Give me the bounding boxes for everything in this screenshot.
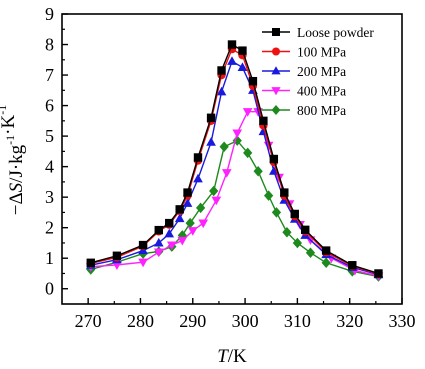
data-point — [248, 76, 258, 86]
data-point — [237, 62, 248, 71]
data-point — [290, 209, 299, 219]
data-point — [227, 40, 237, 49]
y-axis-label: −ΔS/J·kg-1·K-1 — [0, 105, 27, 216]
data-point — [138, 258, 148, 268]
data-point — [193, 153, 203, 162]
axis-ticks: 270 280 290 300 310 320 330 0 1 2 3 4 5 6 7 8 9 — [45, 4, 416, 331]
legend-marker — [272, 47, 280, 56]
data-point — [269, 166, 279, 175]
y-tick-label: 3 — [45, 187, 54, 207]
data-point — [182, 198, 193, 207]
data-point — [232, 129, 243, 139]
data-point — [187, 227, 198, 236]
data-point — [243, 147, 253, 159]
data-point — [321, 246, 331, 255]
data-point — [154, 225, 163, 235]
y-tick-label: 8 — [45, 35, 54, 55]
data-point — [263, 190, 274, 201]
legend-label: 800 MPa — [297, 103, 346, 118]
data-point — [232, 135, 242, 146]
data-point — [174, 213, 185, 223]
legend-label: Loose powder — [297, 25, 374, 40]
data-point — [238, 46, 247, 55]
data-point — [193, 173, 203, 183]
x-tick-label: 300 — [232, 311, 259, 331]
data-point — [321, 257, 331, 269]
data-point — [195, 202, 206, 214]
data-point — [153, 248, 164, 258]
y-tick-label: 9 — [45, 4, 54, 24]
data-point — [198, 219, 209, 229]
legend-item: 400 MPa — [262, 84, 346, 99]
legend-item: 200 MPa — [262, 64, 346, 79]
legend-label: 100 MPa — [297, 45, 346, 60]
data-point — [280, 188, 289, 197]
series-layer — [85, 40, 384, 282]
data-point — [112, 251, 122, 260]
legend-item: 800 MPa — [262, 103, 346, 118]
legend-label: 200 MPa — [297, 64, 346, 79]
data-point — [167, 241, 177, 251]
data-point — [348, 261, 357, 270]
data-point — [242, 108, 253, 117]
data-point — [175, 205, 184, 214]
series-line — [90, 110, 379, 277]
data-point — [217, 66, 226, 75]
data-point — [269, 154, 279, 164]
data-point — [216, 86, 227, 96]
data-point — [112, 261, 122, 270]
legend-label: 400 MPa — [297, 84, 346, 99]
data-point — [374, 269, 383, 278]
y-tick-label: 6 — [45, 96, 54, 116]
data-point — [165, 218, 174, 228]
data-point — [209, 185, 219, 197]
data-point — [164, 228, 175, 238]
y-tick-label: 0 — [45, 279, 54, 299]
data-point — [259, 116, 268, 126]
series-100-mpa — [86, 44, 383, 279]
x-tick-label: 320 — [336, 311, 363, 331]
y-tick-label: 5 — [45, 126, 54, 146]
data-point — [177, 236, 188, 246]
data-point — [206, 137, 216, 146]
data-point — [86, 258, 95, 267]
y-tick-label: 1 — [45, 248, 54, 268]
data-point — [305, 247, 316, 258]
legend-marker — [272, 28, 280, 36]
data-point — [271, 207, 282, 218]
y-tick-label: 7 — [45, 65, 54, 85]
legend-marker — [271, 66, 281, 75]
series-800-mpa — [86, 135, 384, 282]
x-tick-label: 330 — [389, 311, 416, 331]
legend: Loose powder 100 MPa 200 MPa 400 MPa 800 MPa — [262, 25, 374, 118]
data-point — [219, 141, 229, 153]
x-tick-label: 270 — [75, 311, 102, 331]
series-loose-powder — [86, 40, 383, 278]
x-tick-label: 280 — [127, 311, 154, 331]
data-point — [221, 169, 232, 178]
data-point — [183, 188, 192, 197]
data-point — [227, 56, 237, 65]
data-point — [253, 165, 263, 177]
legend-marker — [271, 87, 281, 96]
x-tick-label: 310 — [284, 311, 311, 331]
data-point — [301, 225, 310, 235]
data-point — [185, 217, 195, 229]
data-point — [211, 196, 222, 206]
data-point — [282, 227, 292, 238]
data-point — [153, 237, 164, 247]
x-axis-label: T/K — [217, 346, 247, 367]
plot-frame — [61, 13, 403, 305]
x-tick-label: 290 — [179, 311, 206, 331]
data-point — [206, 113, 216, 122]
data-point — [138, 240, 148, 250]
y-tick-label: 4 — [45, 157, 54, 177]
legend-marker — [271, 105, 281, 115]
legend-item: 100 MPa — [262, 45, 346, 60]
legend-item: Loose powder — [262, 25, 374, 40]
data-point — [292, 237, 303, 249]
y-tick-label: 2 — [45, 218, 54, 238]
